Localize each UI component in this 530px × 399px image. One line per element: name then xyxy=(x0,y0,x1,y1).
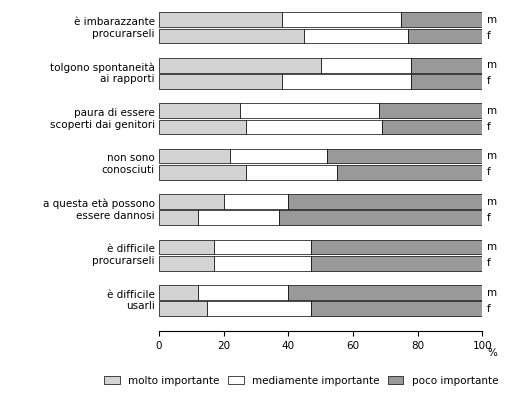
Bar xyxy=(159,120,246,134)
Bar xyxy=(311,256,482,271)
Bar xyxy=(159,301,208,316)
Text: m: m xyxy=(487,106,497,116)
Bar xyxy=(246,120,382,134)
Text: f: f xyxy=(487,213,491,223)
Text: m: m xyxy=(487,151,497,161)
Bar xyxy=(159,256,214,271)
Bar xyxy=(159,12,282,27)
Bar xyxy=(159,211,198,225)
Text: m: m xyxy=(487,288,497,298)
Text: f: f xyxy=(487,31,491,41)
Bar xyxy=(288,194,482,209)
Bar xyxy=(282,12,402,27)
Bar xyxy=(159,29,304,43)
Legend: molto importante, mediamente importante, poco importante: molto importante, mediamente importante,… xyxy=(100,371,502,390)
Text: f: f xyxy=(487,167,491,177)
Bar xyxy=(159,285,198,300)
Text: m: m xyxy=(487,197,497,207)
Text: f: f xyxy=(487,77,491,87)
Text: %: % xyxy=(488,348,498,358)
Bar xyxy=(246,165,337,180)
Bar xyxy=(321,58,411,73)
Bar xyxy=(402,12,482,27)
Bar xyxy=(311,240,482,255)
Bar xyxy=(214,240,311,255)
Bar xyxy=(159,74,282,89)
Bar xyxy=(240,103,379,118)
Bar xyxy=(159,58,321,73)
Bar xyxy=(288,285,482,300)
Bar xyxy=(198,211,279,225)
Bar xyxy=(214,256,311,271)
Bar xyxy=(337,165,482,180)
Text: m: m xyxy=(487,60,497,70)
Text: m: m xyxy=(487,15,497,25)
Text: f: f xyxy=(487,304,491,314)
Bar xyxy=(159,165,246,180)
Bar xyxy=(382,120,482,134)
Text: f: f xyxy=(487,122,491,132)
Bar xyxy=(411,74,482,89)
Bar xyxy=(379,103,482,118)
Bar xyxy=(327,149,482,164)
Bar xyxy=(208,301,311,316)
Bar xyxy=(159,103,240,118)
Bar xyxy=(304,29,408,43)
Bar xyxy=(230,149,327,164)
Bar xyxy=(279,211,482,225)
Bar xyxy=(159,240,214,255)
Bar xyxy=(408,29,482,43)
Text: f: f xyxy=(487,258,491,268)
Text: m: m xyxy=(487,242,497,252)
Bar xyxy=(411,58,482,73)
Bar xyxy=(282,74,411,89)
Bar xyxy=(224,194,288,209)
Bar xyxy=(159,149,230,164)
Bar xyxy=(159,194,224,209)
Bar xyxy=(311,301,482,316)
Bar xyxy=(198,285,288,300)
